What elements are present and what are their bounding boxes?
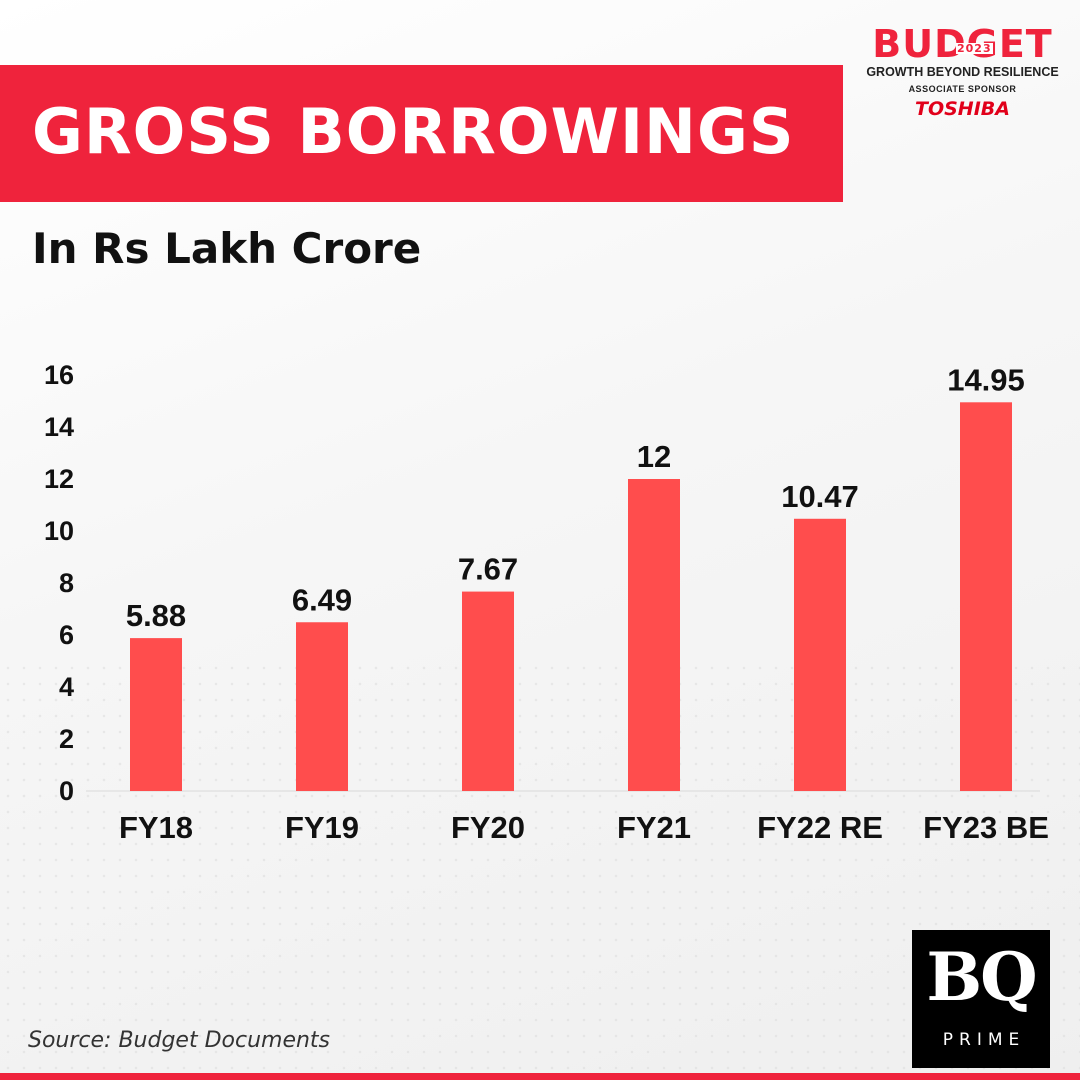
bar-fy21 <box>628 479 680 791</box>
bar-fy23-be <box>960 402 1012 791</box>
x-tick-label: FY20 <box>451 810 525 845</box>
bar-fy20 <box>462 591 514 791</box>
x-tick-label: FY22 RE <box>757 810 883 845</box>
y-tick-label: 6 <box>59 620 74 650</box>
bq-prime-logo: BQ PRIME <box>912 930 1050 1068</box>
x-tick-label: FY23 BE <box>923 810 1049 845</box>
budget-logo-year: 2023 <box>956 42 993 55</box>
data-label: 7.67 <box>458 552 518 587</box>
bq-logo-mark: BQ <box>926 938 1037 1016</box>
data-label: 6.49 <box>292 582 352 617</box>
y-tick-label: 16 <box>44 360 74 390</box>
data-label: 10.47 <box>781 479 859 514</box>
data-label: 5.88 <box>126 598 186 633</box>
title-band <box>0 65 843 202</box>
budget-logo-tagline: GROWTH BEYOND RESILIENCE <box>866 65 1059 79</box>
budget-logo-word: BUDGET 2023 <box>855 24 1070 64</box>
bq-logo-subtitle: PRIME <box>942 1030 1026 1050</box>
y-tick-label: 8 <box>59 568 74 598</box>
page-title: GROSS BORROWINGS <box>32 95 795 168</box>
sponsor-label: ASSOCIATE SPONSOR <box>908 84 1017 94</box>
bar-fy22-re <box>794 518 846 791</box>
x-tick-label: FY18 <box>119 810 193 845</box>
y-tick-label: 10 <box>44 516 74 546</box>
data-label: 14.95 <box>947 362 1025 397</box>
x-tick-label: FY19 <box>285 810 359 845</box>
x-tick-label: FY21 <box>617 810 691 845</box>
y-tick-label: 4 <box>59 672 74 702</box>
sponsor-name: TOSHIBA <box>915 98 1010 120</box>
bar-fy19 <box>296 622 348 791</box>
data-label: 12 <box>637 439 671 474</box>
budget-logo: BUDGET 2023 GROWTH BEYOND RESILIENCE ASS… <box>855 24 1070 120</box>
source-note: Source: Budget Documents <box>28 1028 331 1053</box>
bar-chart: 0 2 4 6 8 10 12 14 16 5.88 FY18 6.49 FY19 7.67 FY20 12 F… <box>44 360 1049 845</box>
bar-fy18 <box>130 638 182 791</box>
y-tick-label: 0 <box>59 776 74 806</box>
chart-subtitle: In Rs Lakh Crore <box>32 224 422 273</box>
y-tick-label: 2 <box>59 724 74 754</box>
y-tick-label: 12 <box>44 464 74 494</box>
bottom-accent-line <box>0 1073 1080 1080</box>
y-tick-label: 14 <box>44 412 74 442</box>
